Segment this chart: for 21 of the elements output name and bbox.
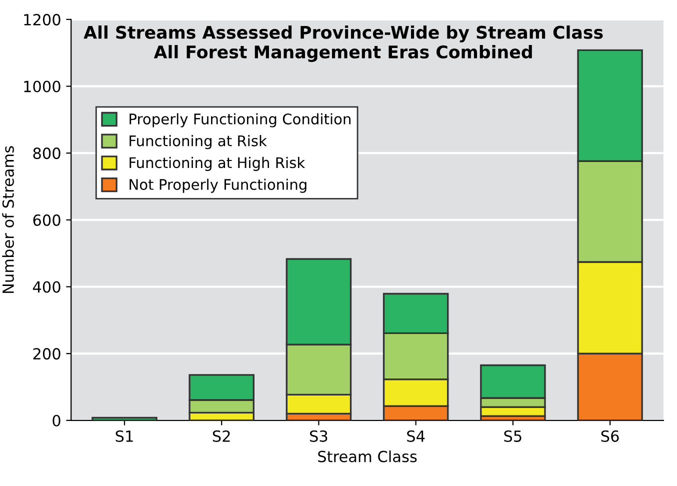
x-tick-label: S1 bbox=[116, 430, 133, 442]
x-tick-label: S2 bbox=[212, 430, 230, 442]
y-tick-label: 1000 bbox=[24, 80, 60, 92]
y-tick-label: 1200 bbox=[24, 14, 60, 26]
legend-label: Functioning at High Risk bbox=[130, 156, 306, 171]
y-tick-label: 0 bbox=[52, 414, 60, 426]
legend-label: Properly Functioning Condition bbox=[130, 113, 350, 128]
legend-label: Not Properly Functioning bbox=[130, 178, 306, 193]
legend-label: Functioning at Risk bbox=[130, 135, 267, 150]
y-axis-title: Number of Streams bbox=[2, 146, 14, 293]
bar bbox=[92, 416, 158, 420]
x-tick-label: S6 bbox=[601, 430, 619, 442]
x-axis-title: Stream Class bbox=[318, 450, 417, 462]
y-tick-label: 800 bbox=[33, 148, 60, 160]
y-tick-label: 200 bbox=[33, 348, 60, 360]
y-tick-label: 400 bbox=[32, 281, 60, 293]
y-tick-label: 600 bbox=[33, 214, 60, 226]
x-tick-label: S3 bbox=[310, 430, 328, 442]
text: All Streams Assessed Province-Wide by Stream Class All Forest Management Eras Combined bbox=[84, 25, 603, 62]
x-tick-label: S5 bbox=[504, 430, 522, 442]
x-tick-label: S4 bbox=[407, 430, 425, 442]
